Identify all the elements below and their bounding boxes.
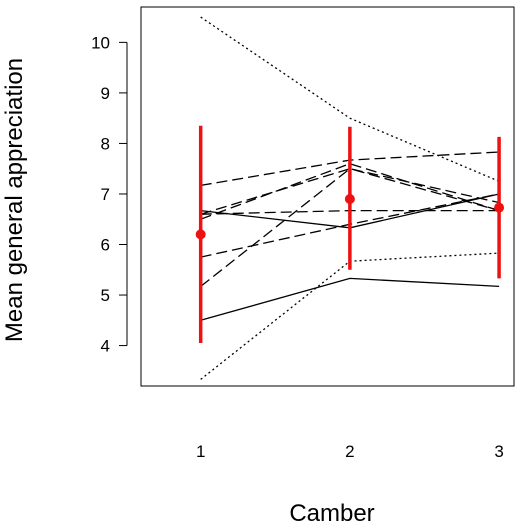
y-tick-label-7: 7	[101, 185, 110, 204]
y-tick-label-6: 6	[101, 236, 110, 255]
series-lines	[200, 16, 500, 380]
y-axis-title: Mean general appreciation	[1, 58, 28, 342]
mean-point-1	[195, 229, 206, 240]
mean-point-3	[494, 202, 505, 213]
series-line-5	[200, 163, 500, 220]
x-axis-title: Camber	[289, 500, 374, 527]
y-tick-label-9: 9	[101, 84, 110, 103]
series-line-7	[200, 167, 500, 287]
series-line-4	[200, 168, 500, 215]
y-tick-label-5: 5	[101, 286, 110, 305]
y-axis: 4 5 6 7 8 9 10	[91, 33, 128, 356]
series-line-10	[200, 252, 500, 380]
x-tick-label-3: 3	[494, 442, 503, 461]
x-axis: 1 2 3	[196, 442, 504, 461]
y-tick-label-10: 10	[91, 33, 110, 52]
plot-frame	[140, 6, 515, 387]
y-tick-label-8: 8	[101, 134, 110, 153]
series-line-9	[200, 16, 500, 182]
y-tick-label-4: 4	[101, 337, 110, 356]
mean-markers	[195, 125, 505, 344]
x-tick-label-1: 1	[196, 442, 205, 461]
x-tick-label-2: 2	[345, 442, 354, 461]
series-line-1	[200, 277, 500, 321]
mean-point-2	[344, 194, 355, 205]
